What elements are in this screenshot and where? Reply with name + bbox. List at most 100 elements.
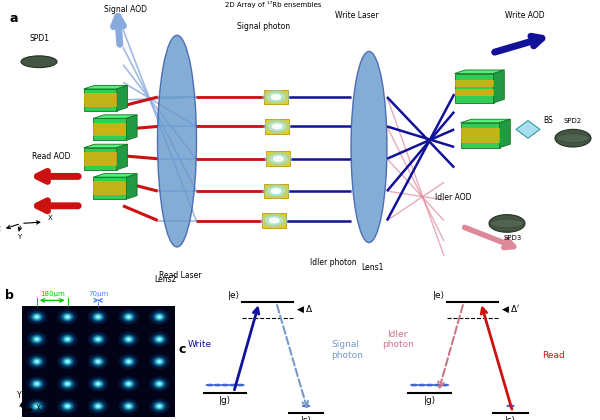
Text: Read: Read <box>542 351 565 360</box>
Circle shape <box>158 338 161 340</box>
Circle shape <box>97 383 100 385</box>
Circle shape <box>90 311 106 323</box>
Polygon shape <box>22 306 175 417</box>
Circle shape <box>57 331 78 347</box>
Circle shape <box>97 360 100 362</box>
Text: BS: BS <box>543 116 553 126</box>
Circle shape <box>433 384 442 386</box>
Circle shape <box>155 403 163 409</box>
Polygon shape <box>116 85 127 111</box>
Polygon shape <box>83 144 127 148</box>
Text: Y: Y <box>17 391 21 400</box>
Text: Signal
photon: Signal photon <box>332 340 364 360</box>
Polygon shape <box>264 184 288 199</box>
Circle shape <box>410 384 419 386</box>
Circle shape <box>151 400 167 412</box>
Circle shape <box>118 309 139 325</box>
Circle shape <box>62 402 73 410</box>
Polygon shape <box>516 121 540 138</box>
Circle shape <box>121 378 137 390</box>
Circle shape <box>88 309 109 325</box>
Circle shape <box>88 331 109 347</box>
Circle shape <box>34 382 40 386</box>
Circle shape <box>126 382 131 386</box>
Circle shape <box>236 384 245 386</box>
Circle shape <box>121 356 137 368</box>
Text: $\blacktriangleleft\Delta'$: $\blacktriangleleft\Delta'$ <box>500 304 520 315</box>
Circle shape <box>157 382 162 386</box>
Circle shape <box>440 384 449 386</box>
Circle shape <box>64 314 71 320</box>
Circle shape <box>155 314 163 320</box>
Circle shape <box>125 381 133 387</box>
Polygon shape <box>83 158 116 165</box>
Circle shape <box>66 360 69 362</box>
Circle shape <box>92 380 104 388</box>
Circle shape <box>90 356 106 368</box>
Circle shape <box>155 381 163 387</box>
Circle shape <box>26 376 47 391</box>
Circle shape <box>34 337 40 341</box>
Circle shape <box>121 311 137 323</box>
Circle shape <box>271 189 281 194</box>
Circle shape <box>125 314 133 320</box>
Circle shape <box>95 382 101 386</box>
Circle shape <box>92 402 104 410</box>
Polygon shape <box>455 80 493 87</box>
Circle shape <box>31 335 43 344</box>
Circle shape <box>265 152 292 165</box>
Polygon shape <box>264 89 288 104</box>
Circle shape <box>271 94 281 100</box>
Circle shape <box>127 360 130 362</box>
Circle shape <box>149 354 170 369</box>
Circle shape <box>88 398 109 414</box>
Circle shape <box>269 122 286 131</box>
Polygon shape <box>83 93 116 100</box>
Circle shape <box>62 380 73 388</box>
Text: Read Laser: Read Laser <box>159 271 201 280</box>
Circle shape <box>35 383 38 385</box>
Circle shape <box>272 124 282 129</box>
Circle shape <box>151 356 167 368</box>
Circle shape <box>26 354 47 369</box>
Text: Lens2: Lens2 <box>154 275 176 284</box>
Circle shape <box>57 398 78 414</box>
Circle shape <box>94 336 102 342</box>
Circle shape <box>65 404 70 408</box>
Text: X: X <box>48 215 53 221</box>
Circle shape <box>57 309 78 325</box>
Circle shape <box>65 382 70 386</box>
Circle shape <box>157 404 162 408</box>
Text: |s⟩: |s⟩ <box>301 416 311 420</box>
Text: b: b <box>5 289 14 302</box>
Circle shape <box>29 356 45 368</box>
Circle shape <box>65 360 70 363</box>
Circle shape <box>64 336 71 342</box>
Circle shape <box>57 354 78 369</box>
Circle shape <box>263 185 289 197</box>
Circle shape <box>64 403 71 409</box>
Circle shape <box>26 398 47 414</box>
Circle shape <box>118 331 139 347</box>
Circle shape <box>95 360 101 363</box>
Circle shape <box>121 333 137 345</box>
Text: Z: Z <box>0 226 1 232</box>
Circle shape <box>94 314 102 320</box>
Polygon shape <box>455 74 493 103</box>
Circle shape <box>149 331 170 347</box>
Circle shape <box>29 378 45 390</box>
Text: Signal photon: Signal photon <box>238 22 290 32</box>
Circle shape <box>94 403 102 409</box>
Circle shape <box>268 187 284 195</box>
Text: 70μm: 70μm <box>88 291 108 297</box>
Circle shape <box>158 316 161 318</box>
Circle shape <box>123 335 134 344</box>
Circle shape <box>126 315 131 319</box>
Circle shape <box>157 315 162 319</box>
Circle shape <box>66 316 69 318</box>
Circle shape <box>158 360 161 362</box>
Circle shape <box>33 314 41 320</box>
Circle shape <box>121 400 137 412</box>
Circle shape <box>149 398 170 414</box>
Polygon shape <box>83 148 116 170</box>
